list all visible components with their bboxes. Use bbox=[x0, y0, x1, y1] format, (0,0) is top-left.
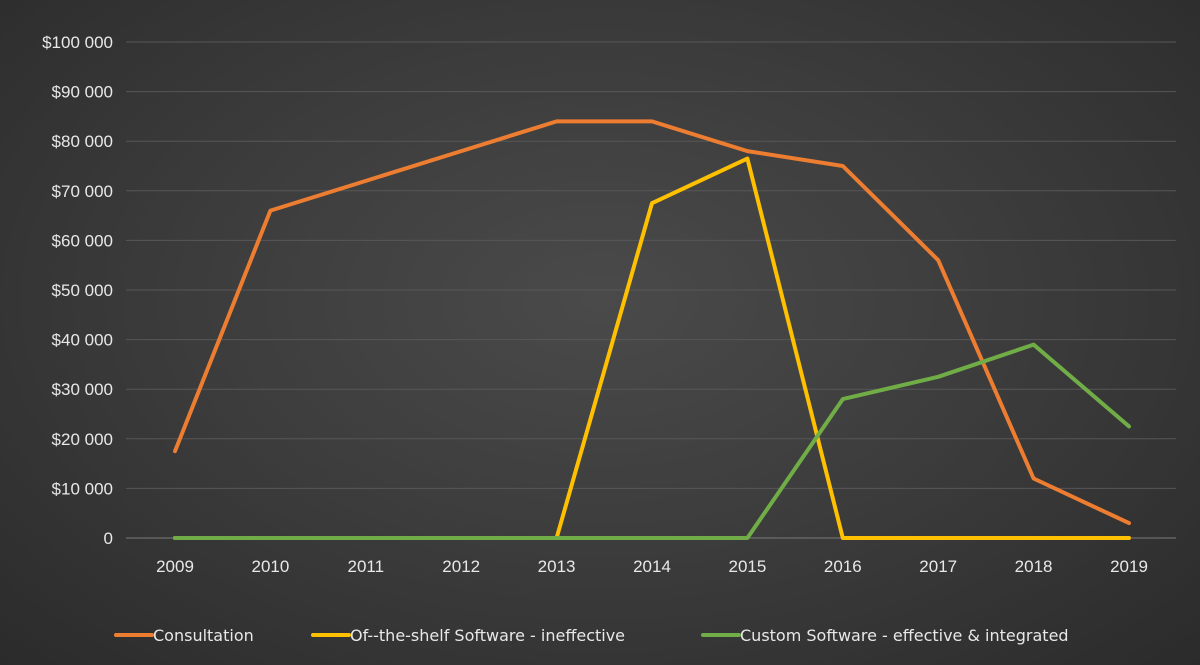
y-tick-label: $50 000 bbox=[52, 281, 113, 300]
x-tick-label: 2016 bbox=[824, 557, 862, 576]
y-tick-label: $40 000 bbox=[52, 331, 113, 350]
x-tick-label: 2015 bbox=[728, 557, 766, 576]
y-tick-label: $10 000 bbox=[52, 479, 113, 498]
y-tick-label: $90 000 bbox=[52, 83, 113, 102]
series-line bbox=[173, 119, 1131, 526]
legend-label: Consultation bbox=[153, 626, 254, 645]
x-tick-label: 2010 bbox=[251, 557, 289, 576]
legend: Consultation Of--the-shelf Software - ine… bbox=[114, 626, 1069, 645]
x-tick-label: 2012 bbox=[442, 557, 480, 576]
legend-label: Of--the-shelf Software - ineffective bbox=[350, 626, 625, 645]
y-tick-label: $100 000 bbox=[42, 33, 113, 52]
series-line bbox=[173, 156, 1131, 540]
y-tick-label: $60 000 bbox=[52, 231, 113, 250]
y-tick-label: $80 000 bbox=[52, 132, 113, 151]
x-tick-label: 2013 bbox=[538, 557, 576, 576]
legend-item: Consultation bbox=[114, 626, 254, 645]
y-tick-label: $70 000 bbox=[52, 182, 113, 201]
x-tick-label: 2014 bbox=[633, 557, 671, 576]
y-tick-label: $30 000 bbox=[52, 380, 113, 399]
x-tick-label: 2009 bbox=[156, 557, 194, 576]
y-tick-label: $20 000 bbox=[52, 430, 113, 449]
series-line bbox=[173, 342, 1131, 540]
x-axis-tick-labels: 2009 2010 2011 2012 2013 2014 2015 2016 2017 2018… bbox=[156, 557, 1148, 576]
legend-item: Of--the-shelf Software - ineffective bbox=[311, 626, 625, 645]
y-tick-label: 0 bbox=[104, 529, 113, 548]
legend-item: Custom Software - effective & integrated bbox=[701, 626, 1069, 645]
series-lines bbox=[173, 119, 1131, 540]
x-tick-label: 2018 bbox=[1015, 557, 1053, 576]
legend-label: Custom Software - effective & integrated bbox=[740, 626, 1069, 645]
gridlines bbox=[126, 41, 1176, 539]
x-tick-label: 2011 bbox=[348, 557, 385, 576]
y-axis-tick-labels: 0 $10 000 $20 000 $30 000 $40 000 $50 000 $60 … bbox=[42, 33, 113, 548]
x-tick-label: 2019 bbox=[1110, 557, 1148, 576]
x-tick-label: 2017 bbox=[919, 557, 957, 576]
